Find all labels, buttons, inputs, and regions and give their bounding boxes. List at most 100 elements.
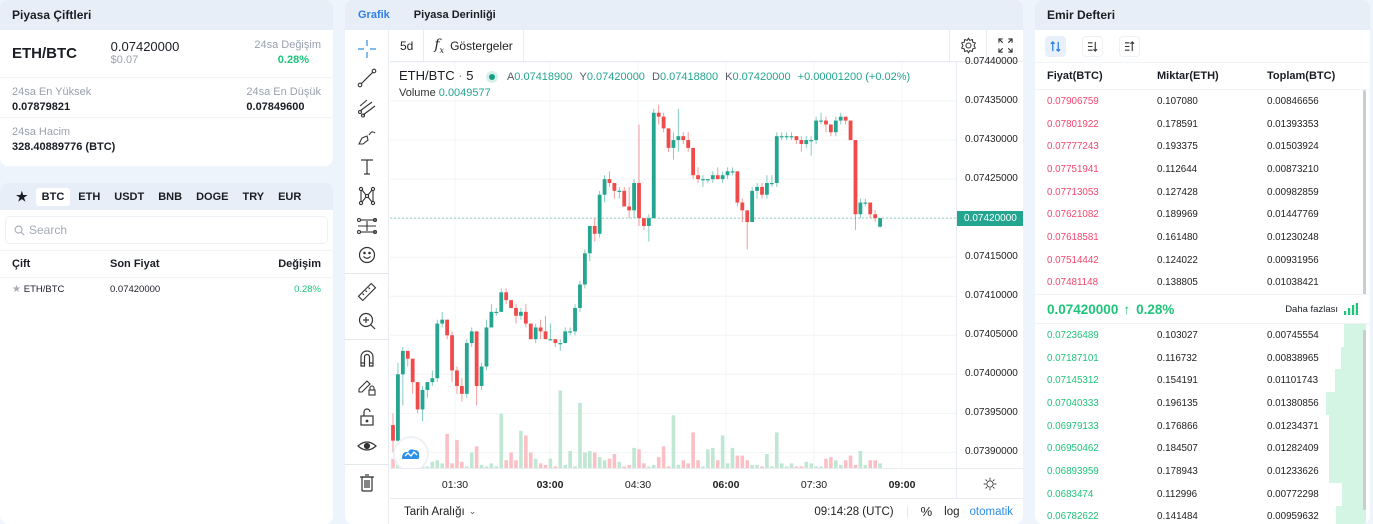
col-pair: Çift — [12, 258, 31, 270]
price-tick: 0.07415000 — [965, 251, 1018, 263]
asks-scrollbar[interactable] — [1363, 90, 1366, 294]
tab-eth[interactable]: ETH — [78, 190, 101, 203]
time-axis[interactable]: 01:30 03:00 04:30 06:00 07:30 09:00 — [390, 468, 956, 498]
order-book-view-toggles — [1035, 30, 1370, 62]
bid-price: 0.06950462 — [1047, 443, 1099, 455]
panel-title: Piyasa Çiftleri — [0, 0, 333, 30]
indicators-button[interactable]: fx Göstergeler — [424, 30, 524, 61]
emoji-icon[interactable] — [345, 241, 388, 271]
more-link[interactable]: Daha fazlası — [1285, 303, 1338, 315]
magnet-icon[interactable] — [345, 343, 388, 373]
market-list-panel: ★ BTC ETH USDT BNB DOGE TRY EUR Search Ç… — [0, 183, 333, 524]
open-label: A — [506, 71, 515, 83]
bids-scrollbar[interactable] — [1363, 330, 1366, 510]
interval-button[interactable]: 5d — [390, 30, 425, 61]
bid-row[interactable]: 0.06893959 0.178943 0.01233626 — [1035, 460, 1370, 483]
lock-drawing-icon[interactable] — [345, 373, 388, 403]
chart-panel: Grafik Piyasa Derinliği 5d fx Göstergele… — [345, 0, 1023, 524]
tradingview-logo-icon[interactable] — [395, 438, 427, 468]
trash-icon[interactable] — [345, 468, 388, 498]
unlock-icon[interactable] — [345, 402, 388, 432]
bid-row[interactable]: 0.07040333 0.196135 0.01380856 — [1035, 392, 1370, 415]
ruler-icon[interactable] — [345, 277, 388, 307]
axis-settings-button[interactable] — [956, 468, 1023, 498]
interval-label: 5d — [400, 38, 414, 53]
log-toggle[interactable]: log — [944, 505, 960, 518]
bid-row[interactable]: 0.07145312 0.154191 0.01101743 — [1035, 369, 1370, 393]
text-icon[interactable] — [345, 152, 388, 182]
time-tick: 06:00 — [712, 479, 740, 491]
ask-row[interactable]: 0.07618581 0.161480 0.01230248 — [1035, 226, 1370, 249]
ask-total: 0.00931956 — [1267, 254, 1319, 266]
date-range-dropdown[interactable]: Tarih Aralığı ⌄ — [390, 506, 476, 518]
quote-tabs: ★ BTC ETH USDT BNB DOGE TRY EUR — [0, 183, 333, 210]
market-row[interactable]: ★ ETH/BTC 0.07420000 0.28% — [0, 278, 333, 300]
tab-try[interactable]: TRY — [242, 190, 265, 203]
bid-total: 0.00838965 — [1267, 352, 1319, 364]
market-table-header: Çift Son Fiyat Değişim — [0, 250, 333, 278]
brush-icon[interactable] — [345, 123, 388, 153]
search-placeholder: Search — [29, 223, 68, 237]
prediction-icon[interactable] — [345, 211, 388, 241]
volume-label: 24sa Hacim — [12, 126, 71, 138]
view-both-button[interactable] — [1045, 35, 1066, 57]
ask-row[interactable]: 0.07621082 0.189969 0.01447769 — [1035, 203, 1370, 226]
crosshair-icon[interactable] — [345, 34, 388, 64]
ask-row[interactable]: 0.07481148 0.138805 0.01038421 — [1035, 272, 1370, 295]
percent-toggle[interactable]: % — [920, 504, 933, 519]
price-tick: 0.07405000 — [965, 329, 1018, 341]
tab-bnb[interactable]: BNB — [158, 190, 183, 203]
market-pairs-panel: Piyasa Çiftleri ETH/BTC 0.07420000 $0.07… — [0, 0, 333, 166]
fib-icon[interactable] — [345, 93, 388, 123]
tab-eur[interactable]: EUR — [278, 190, 302, 203]
tab-chart[interactable]: Grafik — [358, 9, 390, 21]
ask-row[interactable]: 0.07801922 0.178591 0.01393353 — [1035, 113, 1370, 136]
col-last-price: Son Fiyat — [110, 258, 160, 270]
ask-row[interactable]: 0.07514442 0.124022 0.00931956 — [1035, 249, 1370, 272]
candlestick-chart[interactable]: ETH/BTC · 5 A0.07418900 Y0.07420000 D0.0… — [390, 62, 956, 468]
fullscreen-icon — [997, 38, 1013, 53]
bid-row[interactable]: 0.06782622 0.141484 0.00959632 — [1035, 505, 1370, 524]
row-change: 0.28% — [294, 283, 321, 295]
chevron-down-icon: ⌄ — [468, 506, 477, 516]
ask-row[interactable]: 0.07777243 0.193375 0.01503924 — [1035, 135, 1370, 158]
price-tick: 0.07395000 — [965, 407, 1018, 419]
ask-row[interactable]: 0.07906759 0.107080 0.00846656 — [1035, 90, 1370, 113]
clock[interactable]: 09:14:28 (UTC) — [814, 505, 908, 518]
favorite-star-icon[interactable]: ★ — [12, 283, 24, 295]
chart-settings-button[interactable] — [949, 30, 986, 61]
list-down-icon — [1087, 41, 1098, 52]
bid-row[interactable]: 0.0683474 0.112996 0.00772298 — [1035, 482, 1370, 506]
eye-icon[interactable] — [345, 432, 388, 462]
high-label: 24sa En Yüksek — [12, 86, 92, 98]
bid-row[interactable]: 0.06950462 0.184507 0.01282409 — [1035, 437, 1370, 461]
search-input[interactable]: Search — [5, 216, 328, 244]
ask-row[interactable]: 0.07713053 0.127428 0.00982859 — [1035, 181, 1370, 204]
bid-price: 0.07145312 — [1047, 375, 1099, 387]
zoom-in-icon[interactable] — [345, 307, 388, 337]
bid-row[interactable]: 0.07236489 0.103027 0.00745554 — [1035, 324, 1370, 347]
price-axis[interactable]: 0.07440000 0.07435000 0.07430000 0.07425000… — [956, 56, 1023, 468]
tab-market-depth[interactable]: Piyasa Derinliği — [413, 9, 496, 21]
tab-usdt[interactable]: USDT — [114, 190, 145, 203]
bid-row[interactable]: 0.06979133 0.176866 0.01234371 — [1035, 414, 1370, 438]
ask-total: 0.01503924 — [1267, 141, 1319, 153]
bid-price: 0.06893959 — [1047, 465, 1099, 477]
ask-price: 0.07514442 — [1047, 254, 1099, 266]
ask-row[interactable]: 0.07751941 0.112644 0.00873210 — [1035, 158, 1370, 181]
view-asks-button[interactable] — [1119, 35, 1140, 57]
time-tick: 03:00 — [536, 479, 564, 491]
pattern-icon[interactable] — [345, 182, 388, 212]
favorites-star-icon[interactable]: ★ — [16, 188, 28, 204]
view-bids-button[interactable] — [1082, 35, 1103, 57]
fullscreen-button[interactable] — [986, 30, 1023, 61]
tab-btc[interactable]: BTC — [35, 187, 71, 206]
trend-line-icon[interactable] — [345, 64, 388, 94]
low-value: 0.07418800 — [659, 71, 719, 83]
high-value: 0.07879821 — [12, 101, 71, 113]
tab-doge[interactable]: DOGE — [196, 190, 229, 203]
bid-row[interactable]: 0.07187101 0.116732 0.00838965 — [1035, 346, 1370, 370]
legend-symbol: ETH/BTC — [399, 68, 455, 83]
auto-toggle[interactable]: otomatik — [969, 505, 1013, 518]
sort-both-icon — [1050, 40, 1061, 52]
